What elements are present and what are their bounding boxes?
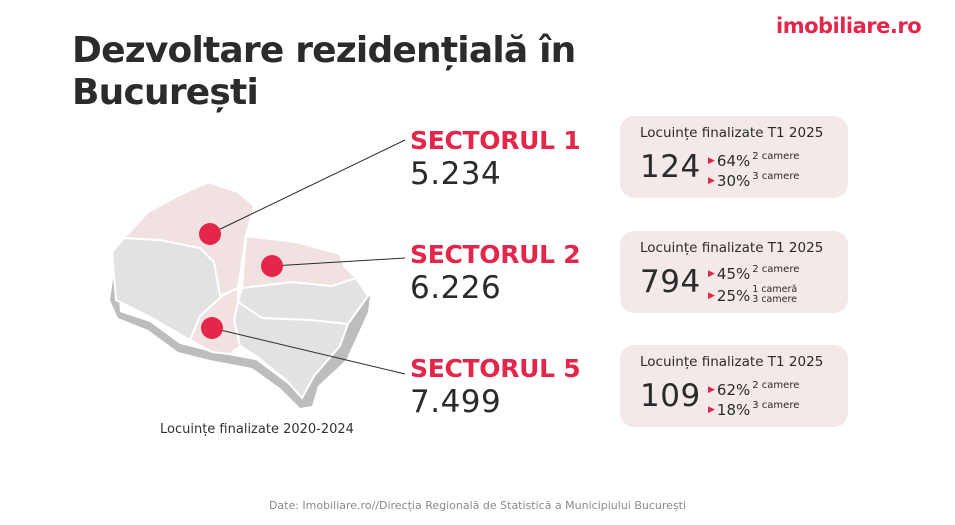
map-connectors xyxy=(209,139,406,375)
sector-1-card: Locuințe finalizate T1 2025 124 ▶ 64% 2 … xyxy=(620,116,848,198)
card-row: ▶ 30% 3 camere xyxy=(708,171,800,191)
sector-2-value: 6.226 xyxy=(410,270,502,306)
card-title: Locuințe finalizate T1 2025 xyxy=(640,240,824,256)
card-row: ▶ 18% 3 camere xyxy=(708,400,800,420)
row-label: 1 cameră xyxy=(752,284,798,295)
card-total: 794 xyxy=(640,264,701,300)
triangle-right-icon: ▶ xyxy=(708,405,715,415)
marker-sector-5 xyxy=(201,317,223,339)
card-row: ▶ 62% 2 camere xyxy=(708,380,800,400)
card-total: 109 xyxy=(640,378,701,414)
sector-5-name: SECTORUL 5 xyxy=(410,354,581,383)
sector-5-value: 7.499 xyxy=(410,384,502,420)
row-percent: 45% xyxy=(716,265,751,283)
row-percent: 62% xyxy=(716,381,751,399)
marker-sector-1 xyxy=(199,223,221,245)
card-row: ▶ 25% 1 cameră 3 camere xyxy=(708,285,797,306)
sector-1-value: 5.234 xyxy=(410,156,502,192)
row-percent: 25% xyxy=(716,287,751,305)
map-shadow xyxy=(110,258,370,408)
sector-2-name: SECTORUL 2 xyxy=(410,240,581,269)
sector-5-block: SECTORUL 5 7.499 xyxy=(410,354,581,420)
row-label-secondary: 3 camere xyxy=(752,294,798,305)
triangle-right-icon: ▶ xyxy=(708,269,715,279)
row-percent: 64% xyxy=(716,152,751,170)
triangle-right-icon: ▶ xyxy=(708,291,715,301)
source-note: Date: Imobiliare.ro//Direcția Regională … xyxy=(268,499,687,512)
sector-1-block: SECTORUL 1 5.234 xyxy=(410,126,581,192)
sector-1-name: SECTORUL 1 xyxy=(410,126,581,155)
row-label: 3 camere xyxy=(752,400,800,411)
page-title: Dezvoltare rezidențială în București xyxy=(72,30,576,113)
row-percent: 18% xyxy=(716,401,751,419)
map-caption: Locuințe finalizate 2020-2024 xyxy=(160,422,354,437)
row-label: 3 camere xyxy=(752,171,800,182)
row-label: 2 camere xyxy=(752,380,800,391)
brand-logo: imobiliare.ro xyxy=(776,14,922,38)
card-row: ▶ 45% 2 camere xyxy=(708,264,800,284)
row-label: 2 camere xyxy=(752,151,800,162)
sector-2-block: SECTORUL 2 6.226 xyxy=(410,240,581,306)
sector-2-card: Locuințe finalizate T1 2025 794 ▶ 45% 2 … xyxy=(620,231,848,313)
marker-sector-2 xyxy=(261,255,283,277)
row-percent: 30% xyxy=(716,172,751,190)
triangle-right-icon: ▶ xyxy=(708,176,715,186)
card-title: Locuințe finalizate T1 2025 xyxy=(640,125,824,141)
row-label: 2 camere xyxy=(752,264,800,275)
map-markers xyxy=(199,223,283,339)
card-title: Locuințe finalizate T1 2025 xyxy=(640,354,824,370)
row-label-stack: 1 cameră 3 camere xyxy=(752,285,797,305)
triangle-right-icon: ▶ xyxy=(708,385,715,395)
triangle-right-icon: ▶ xyxy=(708,156,715,166)
card-total: 124 xyxy=(640,149,701,185)
card-row: ▶ 64% 2 camere xyxy=(708,151,800,171)
sector-5-card: Locuințe finalizate T1 2025 109 ▶ 62% 2 … xyxy=(620,345,848,427)
